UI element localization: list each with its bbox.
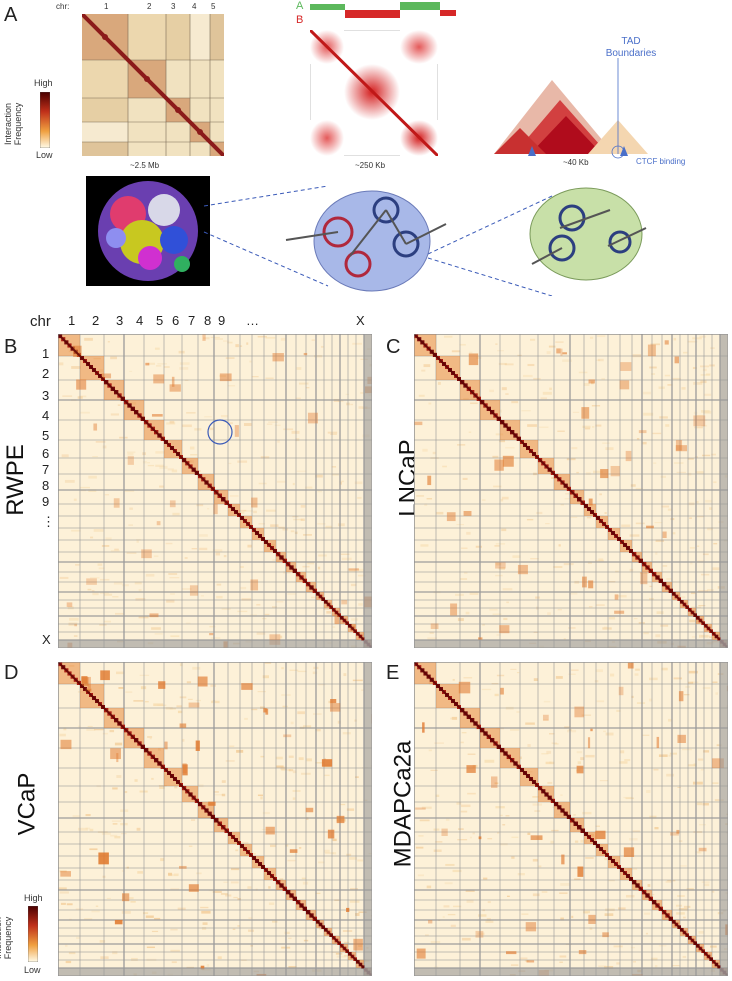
left-chr-label: 8 (42, 478, 50, 493)
legend-title-d: Interaction Frequency (0, 916, 13, 960)
top-chr-label: … (246, 313, 259, 328)
left-chr-label: 9 (42, 494, 50, 509)
top-chr-label: 3 (116, 313, 124, 328)
heatmap-vcap (58, 662, 372, 976)
panel-c-letter: C (386, 336, 401, 358)
top-chr-label: 7 (188, 313, 196, 328)
heatmap-mdapca2a (414, 662, 728, 976)
heatmap-lncap (414, 334, 728, 648)
legend-high-a: High (34, 78, 53, 88)
left-chr-label: ⋮ (42, 514, 55, 529)
top-chr-label: 9 (218, 313, 226, 328)
compartment-a-label: A (296, 0, 304, 12)
chr-prefix: chr: (56, 2, 70, 11)
chr-label-4: 4 (192, 2, 197, 11)
compartment-b-label: B (296, 14, 304, 26)
chr-label-1: 1 (104, 2, 109, 11)
scale-compartment: ~250 Kb (355, 161, 386, 170)
panel-a-letter: A (4, 4, 18, 26)
compartment-track (310, 2, 456, 18)
legend-low-d: Low (24, 965, 41, 975)
legend-colorbar-d (28, 906, 38, 962)
legend-title-a: Interaction Frequency (3, 102, 23, 146)
whole-genome-schematic (82, 14, 224, 156)
top-chr-label: 5 (156, 313, 164, 328)
tad-boundaries-label: TAD Boundaries (605, 36, 657, 59)
cell-line-b: RWPE (1, 444, 29, 516)
heatmap-rwpe (58, 334, 372, 648)
legend-low-a: Low (36, 150, 53, 160)
chromatin-schematic (203, 186, 647, 296)
top-chr-label: 4 (136, 313, 144, 328)
scale-tad: ~40 Kb (563, 158, 589, 167)
top-chr-label: 2 (92, 313, 100, 328)
compartment-heatmap (310, 30, 438, 156)
chr-header-b: chr (30, 313, 51, 330)
highlight-circle (207, 419, 233, 445)
panel-b-letter: B (4, 336, 18, 358)
top-chr-label: X (356, 313, 365, 328)
left-chr-label: 6 (42, 446, 50, 461)
tad-triangles (494, 58, 648, 159)
left-chr-label: 2 (42, 366, 50, 381)
chr-label-3: 3 (171, 2, 176, 11)
panel-e-letter: E (386, 662, 400, 684)
left-chr-label: 3 (42, 388, 50, 403)
left-chr-label: 5 (42, 428, 50, 443)
panel-d-letter: D (4, 662, 19, 684)
ctcf-label: CTCF binding (636, 157, 686, 166)
left-chr-label: 4 (42, 408, 50, 423)
left-chr-label: 1 (42, 346, 50, 361)
top-chr-label: 1 (68, 313, 76, 328)
left-chr-label: X (42, 632, 51, 647)
nucleus-image (86, 176, 210, 286)
top-chr-label: 8 (204, 313, 212, 328)
top-chr-label: 6 (172, 313, 180, 328)
chr-label-2: 2 (147, 2, 152, 11)
legend-colorbar-a (40, 92, 50, 148)
legend-high-d: High (24, 893, 43, 903)
cell-line-d: VCaP (13, 772, 41, 836)
chr-label-5: 5 (211, 2, 216, 11)
scale-whole: ~2.5 Mb (130, 161, 160, 170)
left-chr-label: 7 (42, 462, 50, 477)
